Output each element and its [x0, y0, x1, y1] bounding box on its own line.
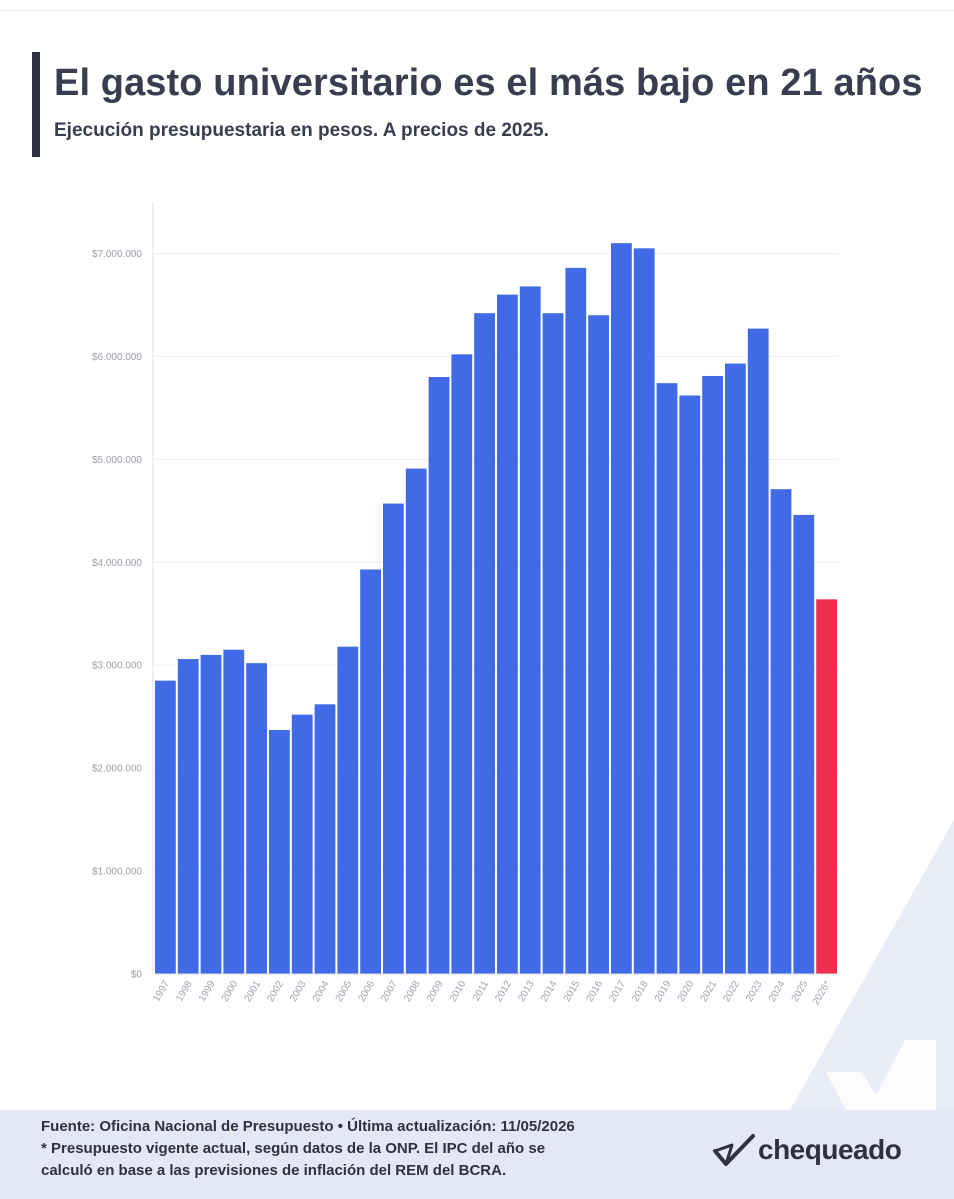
footnote-line-2: calculó en base a las previsiones de inf…: [41, 1162, 507, 1179]
x-tick-label: 2015: [562, 979, 583, 1004]
y-tick-label: $0: [131, 970, 143, 981]
bar-2008: [405, 468, 427, 974]
x-tick-label: 2008: [402, 979, 423, 1004]
x-tick-label: 2013: [516, 979, 537, 1004]
bar-2013: [519, 286, 541, 974]
y-tick-label: $6.000.000: [92, 352, 142, 363]
x-tick-label: 2010: [448, 979, 469, 1004]
bar-2010: [451, 354, 473, 975]
footer-band: [0, 1110, 954, 1199]
bar-2006: [360, 569, 381, 974]
x-tick-label: 2020: [676, 979, 697, 1004]
x-tick-label: 2017: [607, 979, 628, 1004]
footer-notes: Fuente: Oficina Nacional de Presupuesto …: [41, 1116, 575, 1182]
source-note: Fuente: Oficina Nacional de Presupuesto …: [41, 1118, 575, 1135]
x-tick-label: 2011: [471, 979, 491, 1004]
bar-1998: [177, 659, 199, 974]
bar-2015: [565, 267, 587, 974]
x-tick-label: 2021: [699, 979, 720, 1004]
bar-2011: [474, 313, 495, 974]
footnote-line-1: * Presupuesto vigente actual, según dato…: [41, 1140, 546, 1157]
bar-2017: [611, 243, 632, 975]
bar-2007: [383, 503, 404, 974]
bar-2012: [497, 294, 518, 974]
bar-2024: [770, 489, 792, 974]
bar-2002: [269, 730, 290, 974]
chequeado-logo: chequeado: [712, 1130, 902, 1170]
x-tick-label: 2023: [744, 979, 765, 1004]
y-tick-label: $3.000.000: [92, 661, 142, 672]
bar-2022: [725, 363, 746, 974]
y-tick-label: $7.000.000: [92, 249, 142, 260]
x-tick-label: 2014: [539, 979, 560, 1004]
x-tick-label: 2022: [721, 979, 742, 1004]
x-tick-label: 2004: [311, 979, 332, 1004]
top-divider: [0, 10, 954, 11]
title-accent-bar: [32, 52, 40, 157]
bar-2000: [223, 649, 245, 974]
watermark-diagonal: [790, 820, 954, 1110]
bar-2001: [246, 663, 267, 974]
bar-2009: [428, 376, 450, 974]
bar-2026-projected: [816, 599, 837, 974]
bar-2023: [747, 328, 769, 974]
x-tick-label: 2024: [767, 979, 788, 1004]
y-tick-label: $1.000.000: [92, 867, 142, 878]
brand-name: chequeado: [758, 1134, 902, 1165]
x-tick-label: 2025: [790, 979, 811, 1004]
bar-2014: [542, 313, 564, 974]
bar-1999: [200, 654, 222, 974]
x-tick-label: 1998: [174, 979, 195, 1004]
watermark-check: [826, 1040, 936, 1110]
bar-2018: [633, 248, 655, 974]
x-tick-label: 2016: [585, 979, 606, 1004]
page-subtitle: Ejecución presupuestaria en pesos. A pre…: [54, 120, 549, 141]
bar-2020: [679, 395, 701, 974]
bar-2019: [656, 383, 678, 974]
x-tick-label: 2026*: [811, 979, 834, 1007]
x-tick-label: 2007: [379, 979, 400, 1004]
bar-2016: [588, 315, 609, 975]
bar-2025: [793, 514, 815, 974]
bar-2004: [314, 704, 336, 974]
x-tick-label: 2005: [334, 979, 355, 1004]
bar-2003: [291, 714, 313, 974]
x-tick-label: 1997: [151, 979, 172, 1004]
bar-1997: [155, 680, 176, 974]
x-tick-label: 1999: [197, 979, 218, 1004]
x-tick-label: 2002: [265, 979, 286, 1004]
x-tick-label: 2009: [425, 979, 446, 1004]
y-tick-label: $5.000.000: [92, 455, 142, 466]
x-tick-label: 2018: [630, 979, 651, 1004]
bar-2021: [702, 375, 723, 974]
x-tick-label: 2003: [288, 979, 309, 1004]
y-tick-label: $4.000.000: [92, 558, 142, 569]
x-tick-label: 2001: [243, 979, 264, 1004]
page-title: El gasto universitario es el más bajo en…: [54, 62, 923, 104]
x-tick-label: 2019: [653, 979, 674, 1004]
bar-chart: $0 $1.000.000 $2.000.000 $3.000.000 $4.000.0…: [92, 202, 838, 1007]
bar-2005: [337, 646, 359, 974]
check-logo-icon: [713, 1134, 755, 1166]
x-tick-label: 2000: [220, 979, 241, 1004]
x-tick-label: 2006: [357, 979, 378, 1004]
y-tick-label: $2.000.000: [92, 764, 142, 775]
x-tick-label: 2012: [493, 979, 514, 1004]
